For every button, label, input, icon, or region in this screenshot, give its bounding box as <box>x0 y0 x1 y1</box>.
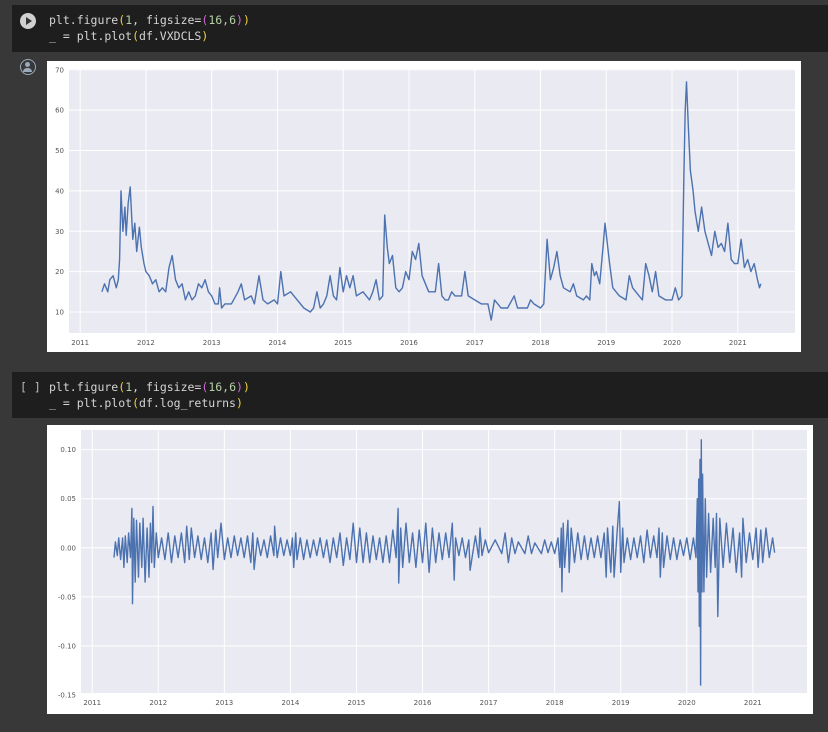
code-editor[interactable]: plt.figure(1, figsize=(16,6)) _ = plt.pl… <box>49 12 250 44</box>
run-cell-button[interactable] <box>20 13 36 29</box>
vxdcls-chart: 10 20 30 40 50 60 70 2011 2012 2013 2014 2015 2016 20… <box>47 61 801 352</box>
code-token: plt.figure <box>49 380 119 394</box>
x-tick-label: 2014 <box>269 339 287 347</box>
y-tick-label: 0.10 <box>60 446 76 454</box>
x-tick-label: 2012 <box>149 699 167 707</box>
x-tick-label: 2011 <box>71 339 89 347</box>
plot-area <box>81 430 807 693</box>
x-tick-label: 2021 <box>744 699 762 707</box>
code-token: _ = plt.plot <box>49 29 133 43</box>
y-tick-label: 70 <box>55 66 64 74</box>
code-token: _ = plt.plot <box>49 396 133 410</box>
y-tick-label: -0.10 <box>58 642 76 650</box>
cell-execution-status[interactable]: [ ] <box>20 380 41 394</box>
code-cell-2[interactable]: [ ] plt.figure(1, figsize=(16,6)) _ = pl… <box>12 372 828 418</box>
x-tick-label: 2017 <box>480 699 498 707</box>
code-token: ) <box>236 13 243 27</box>
series-line <box>113 439 776 686</box>
y-tick-label: 30 <box>55 228 64 236</box>
log-returns-chart: -0.15 -0.10 -0.05 0.00 0.05 0.10 2011 2012 2013 2… <box>47 425 813 714</box>
x-tick-label: 2018 <box>532 339 550 347</box>
x-tick-label: 2018 <box>546 699 564 707</box>
code-token: ( <box>118 13 126 27</box>
code-token: ) <box>242 13 250 27</box>
code-token: ( <box>132 29 140 43</box>
x-tick-label: 2013 <box>215 699 233 707</box>
x-tick-label: 2015 <box>348 699 366 707</box>
y-tick-label: -0.15 <box>58 691 76 699</box>
code-token: 1 <box>125 380 133 394</box>
x-tick-label: 2020 <box>678 699 696 707</box>
x-tick-label: 2019 <box>612 699 630 707</box>
y-tick-label: 40 <box>55 187 64 195</box>
code-token: , figsize= <box>132 13 202 27</box>
code-token: ( <box>132 396 140 410</box>
y-tick-label: -0.05 <box>58 593 76 601</box>
code-editor[interactable]: plt.figure(1, figsize=(16,6)) _ = plt.pl… <box>49 379 250 411</box>
code-token: ( <box>118 380 126 394</box>
x-tick-label: 2020 <box>663 339 681 347</box>
x-tick-label: 2013 <box>203 339 221 347</box>
code-token: ) <box>236 380 243 394</box>
log-returns-line-chart: -0.15 -0.10 -0.05 0.00 0.05 0.10 2011 2012 2013 2… <box>58 430 807 707</box>
y-tick-label: 0.00 <box>60 544 76 552</box>
code-token: df.VXDCLS <box>139 29 202 43</box>
code-token: ( <box>201 13 209 27</box>
y-tick-label: 10 <box>55 309 64 317</box>
x-tick-label: 2012 <box>137 339 155 347</box>
code-token: ( <box>201 380 209 394</box>
code-cell-1[interactable]: plt.figure(1, figsize=(16,6)) _ = plt.pl… <box>12 5 828 52</box>
x-tick-label: 2017 <box>466 339 484 347</box>
x-tick-label: 2015 <box>334 339 352 347</box>
code-token: 1 <box>125 13 133 27</box>
code-token: 16,6 <box>208 13 237 27</box>
code-token: df.log_returns <box>139 396 236 410</box>
plot-area <box>69 69 795 333</box>
x-tick-label: 2016 <box>414 699 432 707</box>
code-token: ) <box>242 380 250 394</box>
code-token: plt.figure <box>49 13 119 27</box>
y-tick-label: 60 <box>55 107 64 115</box>
code-token: 16,6 <box>208 380 237 394</box>
series-line <box>101 81 762 321</box>
user-avatar-icon[interactable] <box>20 59 36 75</box>
x-tick-label: 2014 <box>281 699 299 707</box>
code-token: , figsize= <box>132 380 202 394</box>
y-tick-label: 50 <box>55 147 64 155</box>
x-tick-label: 2016 <box>400 339 418 347</box>
code-token: ) <box>201 29 209 43</box>
vxdcls-line-chart: 10 20 30 40 50 60 70 2011 2012 2013 2014 2015 2016 20… <box>55 66 795 347</box>
x-tick-label: 2019 <box>597 339 615 347</box>
y-tick-label: 20 <box>55 268 64 276</box>
x-tick-label: 2011 <box>83 699 101 707</box>
code-token: ) <box>235 396 243 410</box>
x-tick-label: 2021 <box>729 339 747 347</box>
y-tick-label: 0.05 <box>60 495 76 503</box>
